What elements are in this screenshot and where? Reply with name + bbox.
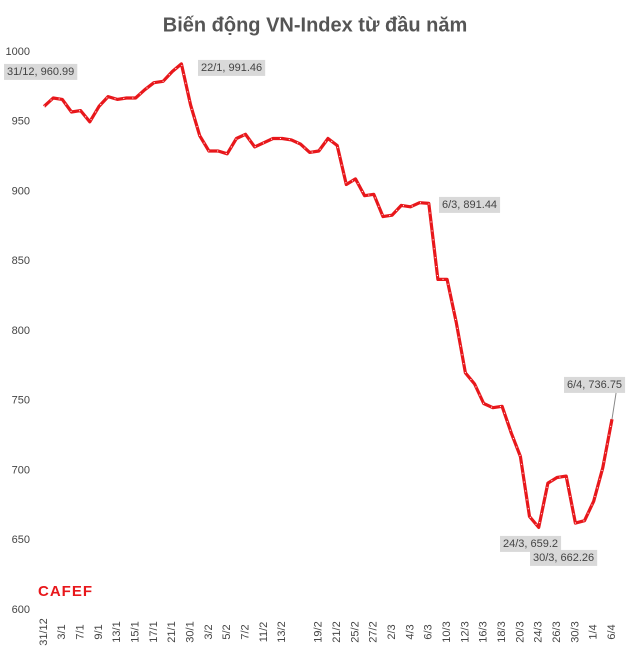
y-tick-label: 700 [12, 464, 30, 476]
y-tick-label: 1000 [6, 46, 30, 58]
x-tick-label: 21/2 [331, 621, 343, 642]
x-tick-label: 10/3 [441, 621, 453, 642]
x-tick-label: 13/2 [276, 621, 288, 642]
y-tick-label: 650 [12, 534, 30, 546]
x-tick-label: 6/3 [423, 624, 435, 639]
x-tick-label: 16/3 [478, 621, 490, 642]
x-tick-label: 7/2 [239, 624, 251, 639]
x-tick-label: 13/1 [111, 621, 123, 642]
x-tick-label: 17/1 [148, 621, 160, 642]
y-tick-label: 600 [12, 604, 30, 616]
x-tick-label: 30/1 [184, 621, 196, 642]
y-tick-label: 900 [12, 185, 30, 197]
x-tick-label: 4/3 [404, 624, 416, 639]
x-tick-label: 2/3 [386, 624, 398, 639]
chart-title: Biến động VN-Index từ đầu năm [163, 14, 468, 36]
annotation-box [439, 196, 501, 213]
x-tick-label: 27/2 [368, 621, 380, 642]
x-tick-label: 11/2 [258, 622, 270, 643]
x-tick-label: 21/1 [166, 621, 178, 642]
x-tick-label: 20/3 [514, 621, 526, 642]
series-line [42, 62, 614, 529]
annotation: 30/3, 662.26 [533, 552, 594, 564]
annotation-leader [611, 392, 617, 420]
annotation: 6/3, 891.44 [442, 199, 497, 211]
x-tick-label: 25/2 [349, 621, 361, 642]
annotation-box [564, 376, 626, 393]
y-tick-label: 950 [12, 116, 30, 128]
x-tick-label: 18/3 [496, 621, 508, 642]
y-tick-label: 800 [12, 325, 30, 337]
x-tick-label: 3/1 [56, 624, 68, 639]
series-line-dots [43, 62, 613, 529]
annotation: 6/4, 736.75 [567, 379, 622, 391]
x-tick-label: 15/1 [130, 621, 142, 642]
annotation-box [530, 549, 598, 566]
annotation: 31/12, 960.99 [7, 66, 74, 78]
x-tick-label: 6/4 [606, 624, 618, 639]
x-tick-label: 3/2 [203, 624, 215, 639]
annotation-box [198, 59, 266, 76]
x-tick-label: 24/3 [533, 621, 545, 642]
x-tick-label: 9/1 [93, 624, 105, 639]
y-tick-label: 750 [12, 395, 30, 407]
x-tick-label: 26/3 [551, 621, 563, 642]
x-tick-label: 30/3 [569, 621, 581, 642]
x-tick-label: 19/2 [313, 621, 325, 642]
x-tick-label: 7/1 [75, 624, 87, 639]
annotation-box [500, 535, 562, 552]
y-tick-label: 850 [12, 255, 30, 267]
x-tick-label: 12/3 [459, 621, 471, 642]
annotation: 24/3, 659.2 [503, 538, 558, 550]
x-tick-label: 1/4 [588, 624, 600, 639]
annotation-box [4, 63, 78, 80]
x-tick-label: 5/2 [221, 624, 233, 639]
watermark: CAFEF [38, 583, 93, 600]
annotation: 22/1, 991.46 [201, 62, 262, 74]
x-tick-label: 31/12 [38, 618, 50, 646]
